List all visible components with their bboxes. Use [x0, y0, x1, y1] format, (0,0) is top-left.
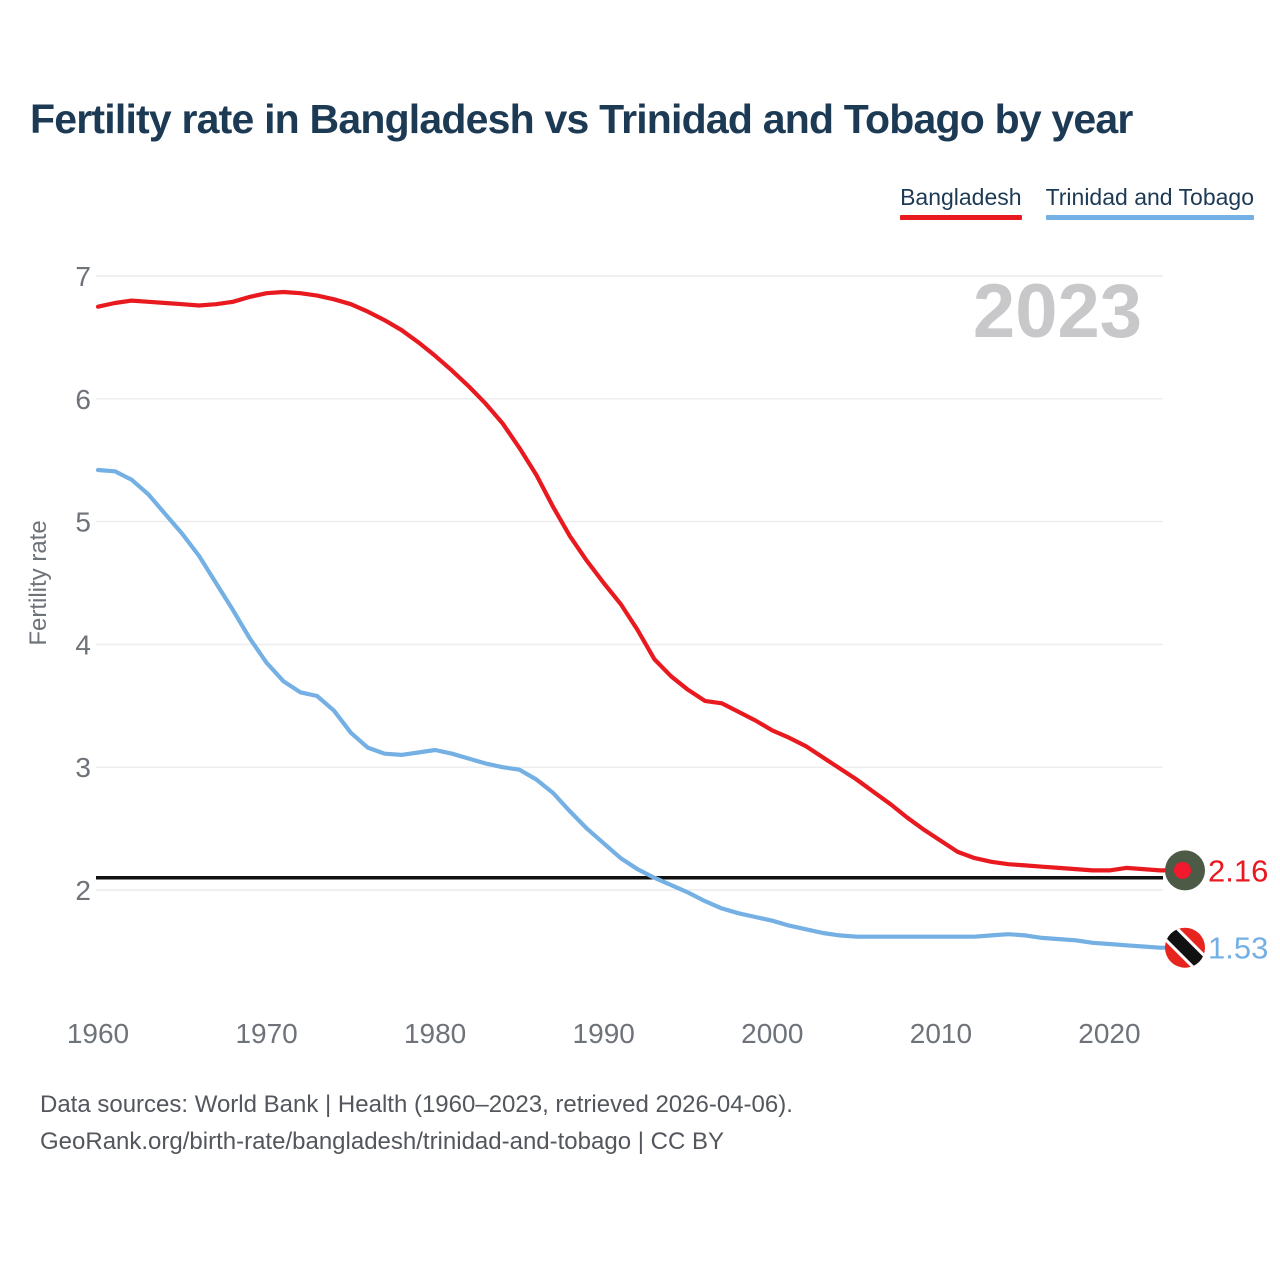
x-tick-label: 1990 — [573, 1018, 635, 1049]
gridlines-group — [96, 275, 1163, 891]
x-tick-label: 2020 — [1078, 1018, 1140, 1049]
x-axis-tick-labels: 1960 1970 1980 1990 2000 2010 2020 — [67, 1018, 1141, 1049]
x-tick-label: 1980 — [404, 1018, 466, 1049]
legend-label-bangladesh: Bangladesh — [900, 184, 1022, 210]
footer-sources-line: Data sources: World Bank | Health (1960–… — [40, 1091, 793, 1118]
y-tick-label: 3 — [75, 752, 91, 783]
footer-attribution-line: GeoRank.org/birth-rate/bangladesh/trinid… — [40, 1128, 724, 1155]
x-tick-label: 1970 — [235, 1018, 297, 1049]
series-line-bangladesh — [95, 289, 1175, 873]
footer: Data sources: World Bank | Health (1960–… — [40, 1086, 793, 1160]
legend-underline-trinidad-tobago — [1045, 215, 1254, 220]
tt-flag-band — [1165, 927, 1205, 968]
legend-item-bangladesh[interactable]: Bangladesh — [900, 184, 1022, 220]
x-tick-label: 2010 — [910, 1018, 972, 1049]
y-tick-label: 4 — [75, 629, 91, 660]
legend: Bangladesh Trinidad and Tobago — [900, 184, 1254, 220]
x-tick-label: 2000 — [741, 1018, 803, 1049]
trinidad_and_tobago-flag-icon — [1165, 927, 1205, 968]
series-line-trinidad_and_tobago — [95, 467, 1175, 950]
y-axis-title: Fertility rate — [25, 520, 52, 645]
bangladesh-end-value-label: 2.16 — [1208, 853, 1268, 888]
chart-title: Fertility rate in Bangladesh vs Trinidad… — [30, 96, 1133, 142]
y-tick-label: 2 — [75, 875, 91, 906]
y-axis-tick-labels: 2 3 4 5 6 7 — [75, 261, 91, 906]
bangladesh-flag-icon — [1165, 850, 1205, 891]
legend-item-trinidad-tobago[interactable]: Trinidad and Tobago — [1045, 184, 1254, 220]
year-watermark: 2023 — [972, 269, 1142, 354]
series-lines-group — [95, 289, 1175, 950]
x-tick-label: 1960 — [67, 1018, 129, 1049]
trinidad-tobago-end-value-label: 1.53 — [1208, 931, 1268, 966]
flag-icons-group — [1165, 850, 1205, 968]
legend-label-trinidad-tobago: Trinidad and Tobago — [1045, 184, 1254, 210]
y-tick-label: 7 — [75, 261, 91, 292]
y-tick-label: 5 — [75, 507, 91, 538]
legend-underline-bangladesh — [900, 215, 1022, 220]
bangladesh-flag-disc — [1174, 861, 1191, 879]
y-tick-label: 6 — [75, 384, 91, 415]
